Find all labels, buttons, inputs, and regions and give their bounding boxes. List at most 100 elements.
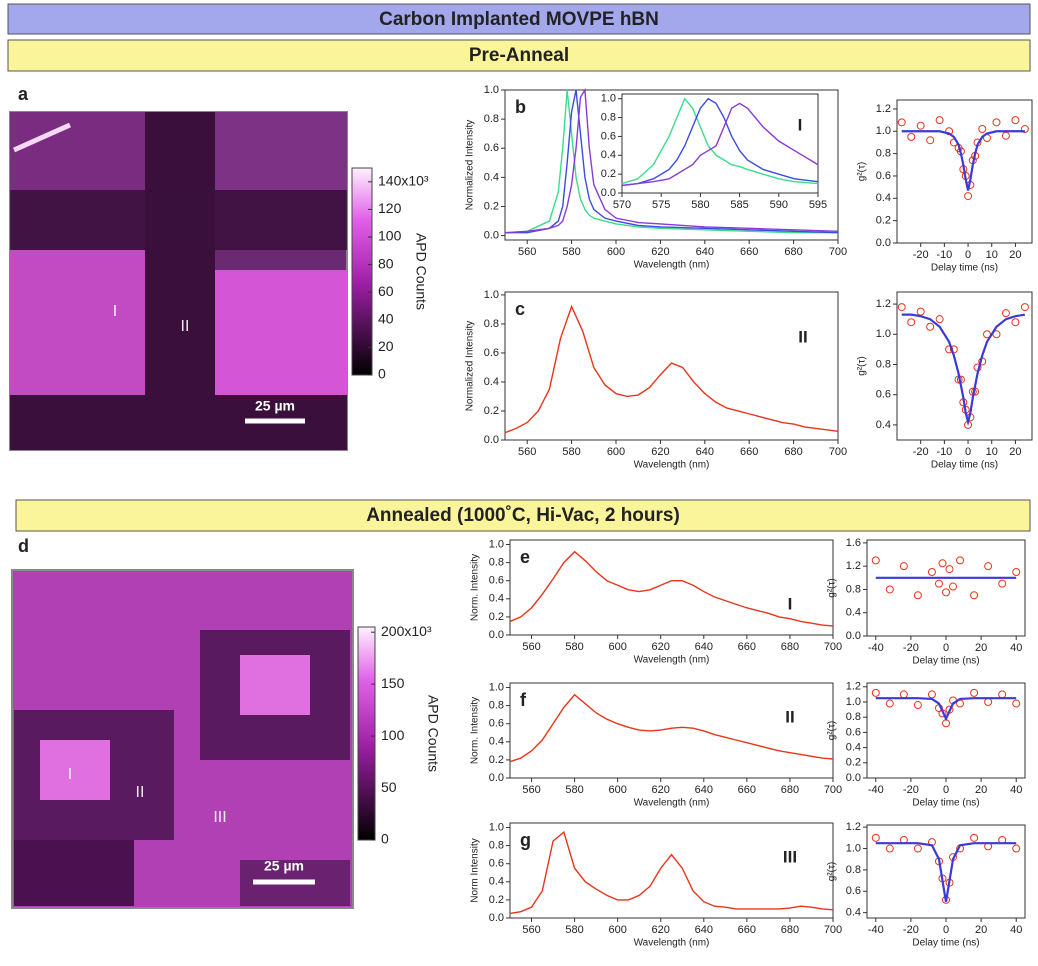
- x-tick-label: -10: [936, 249, 952, 261]
- plot-frame: [510, 683, 833, 778]
- colorbar-tick-label: 80: [378, 255, 394, 271]
- x-tick-label: 600: [608, 641, 626, 653]
- x-tick-label: 0: [965, 446, 971, 458]
- y-tick-label: 0.8: [489, 557, 504, 569]
- x-tick-label: 660: [740, 446, 758, 458]
- panel-letter: f: [520, 690, 527, 710]
- y-tick-label: 1.2: [846, 681, 861, 693]
- y-tick-label: 0.4: [489, 736, 504, 748]
- x-tick-label: 700: [824, 641, 842, 653]
- x-tick-label: 580: [565, 641, 583, 653]
- y-tick-label: 0.8: [846, 864, 861, 876]
- y-tick-label: 1.2: [846, 560, 861, 572]
- x-tick-label: -40: [868, 784, 884, 796]
- y-tick-label: 0.8: [876, 358, 891, 370]
- x-tick-label: -40: [868, 924, 884, 936]
- y-tick-label: 0.6: [484, 347, 499, 359]
- y-tick-label: 0.0: [484, 230, 499, 242]
- panel-tag: II: [785, 707, 794, 726]
- y-axis-label: Norm Intensity: [470, 838, 481, 902]
- y-tick-label: 0.2: [876, 215, 891, 227]
- panel-tag: I: [798, 115, 803, 134]
- y-tick-label: 0.8: [484, 113, 499, 125]
- x-tick-label: 600: [608, 784, 626, 796]
- x-tick-label: 700: [829, 446, 847, 458]
- y-tick-label: 0.2: [846, 757, 861, 769]
- x-tick-label: 560: [518, 446, 536, 458]
- x-tick-label: 700: [829, 246, 847, 258]
- banner-title: Carbon Implanted MOVPE hBN: [379, 9, 659, 30]
- x-axis-label: Wavelength (nm): [634, 798, 710, 809]
- colorbar-tick-label: 60: [378, 283, 394, 299]
- x-tick-label: 20: [1009, 249, 1021, 261]
- x-tick-label: -40: [868, 642, 884, 654]
- y-axis-label: Norm. Intensity: [470, 697, 481, 764]
- colorbar-tick-label: 120: [378, 200, 402, 216]
- x-axis-label: Delay time (ns): [912, 656, 979, 667]
- region-label: III: [213, 809, 226, 826]
- y-tick-label: 0.4: [876, 419, 891, 431]
- y-tick-label: 0.8: [489, 840, 504, 852]
- x-tick-label: 640: [696, 446, 714, 458]
- x-tick-label: 590: [770, 199, 788, 211]
- x-tick-label: 680: [781, 784, 799, 796]
- colorbar-tick-label: 100: [381, 727, 405, 743]
- colorbar-tick-label: 50: [381, 779, 397, 795]
- scale-bar-label: 25 µm: [264, 858, 304, 874]
- region-label: I: [68, 766, 72, 783]
- y-axis-label: g²(τ): [857, 356, 868, 376]
- x-tick-label: 580: [691, 199, 709, 211]
- x-tick-label: 575: [652, 199, 670, 211]
- y-tick-label: 1.0: [846, 842, 861, 854]
- y-tick-label: 0.0: [846, 630, 861, 642]
- colorbar-tick-label: 100: [378, 228, 402, 244]
- y-tick-label: 0.0: [489, 912, 504, 924]
- y-tick-label: 0.2: [489, 754, 504, 766]
- y-tick-label: 0.0: [489, 629, 504, 641]
- y-tick-label: 0.4: [489, 876, 504, 888]
- x-axis-label: Wavelength (nm): [634, 655, 710, 666]
- colorbar-tick-label: 20: [378, 338, 394, 354]
- x-tick-label: 680: [781, 641, 799, 653]
- y-axis-label: Norm. Intensity: [470, 554, 481, 621]
- region-label: II: [136, 784, 145, 801]
- colorbar: [352, 168, 372, 375]
- x-tick-label: 600: [608, 924, 626, 936]
- y-tick-label: 0.4: [846, 907, 861, 919]
- x-axis-label: Wavelength (nm): [634, 260, 710, 271]
- y-tick-label: 1.0: [489, 538, 504, 550]
- x-tick-label: -20: [903, 924, 919, 936]
- x-axis-label: Delay time (ns): [912, 938, 979, 949]
- y-tick-label: 1.0: [601, 93, 616, 105]
- y-tick-label: 0.0: [484, 434, 499, 446]
- x-tick-label: 560: [518, 246, 536, 258]
- x-tick-label: 570: [613, 199, 631, 211]
- x-tick-label: 660: [738, 641, 756, 653]
- panel-letter: c: [515, 299, 525, 319]
- panel-letter: b: [515, 97, 526, 117]
- x-tick-label: 600: [607, 446, 625, 458]
- y-tick-label: 0.8: [484, 318, 499, 330]
- y-tick-label: 0.4: [484, 171, 499, 183]
- x-tick-label: 580: [565, 924, 583, 936]
- y-axis-label: Normalized Intensity: [465, 120, 476, 211]
- y-tick-label: 0.8: [876, 148, 891, 160]
- x-tick-label: 580: [565, 784, 583, 796]
- y-tick-label: 0.6: [489, 718, 504, 730]
- region-label: II: [181, 318, 190, 335]
- plot-frame: [510, 540, 833, 635]
- x-tick-label: 620: [652, 924, 670, 936]
- y-tick-label: 0.4: [489, 593, 504, 605]
- x-tick-label: 20: [975, 642, 987, 654]
- x-tick-label: 560: [522, 924, 540, 936]
- x-axis-label: Delay time (ns): [931, 263, 998, 274]
- panel-letter: a: [18, 84, 29, 104]
- y-tick-label: 0.6: [484, 142, 499, 154]
- y-axis-label: g²(τ): [827, 862, 838, 882]
- x-tick-label: 680: [781, 924, 799, 936]
- x-tick-label: -20: [903, 642, 919, 654]
- y-tick-label: 0.6: [876, 389, 891, 401]
- colorbar-tick-label: 40: [378, 311, 394, 327]
- y-tick-label: 1.2: [846, 821, 861, 833]
- colorbar-tick-label: 0: [381, 831, 389, 847]
